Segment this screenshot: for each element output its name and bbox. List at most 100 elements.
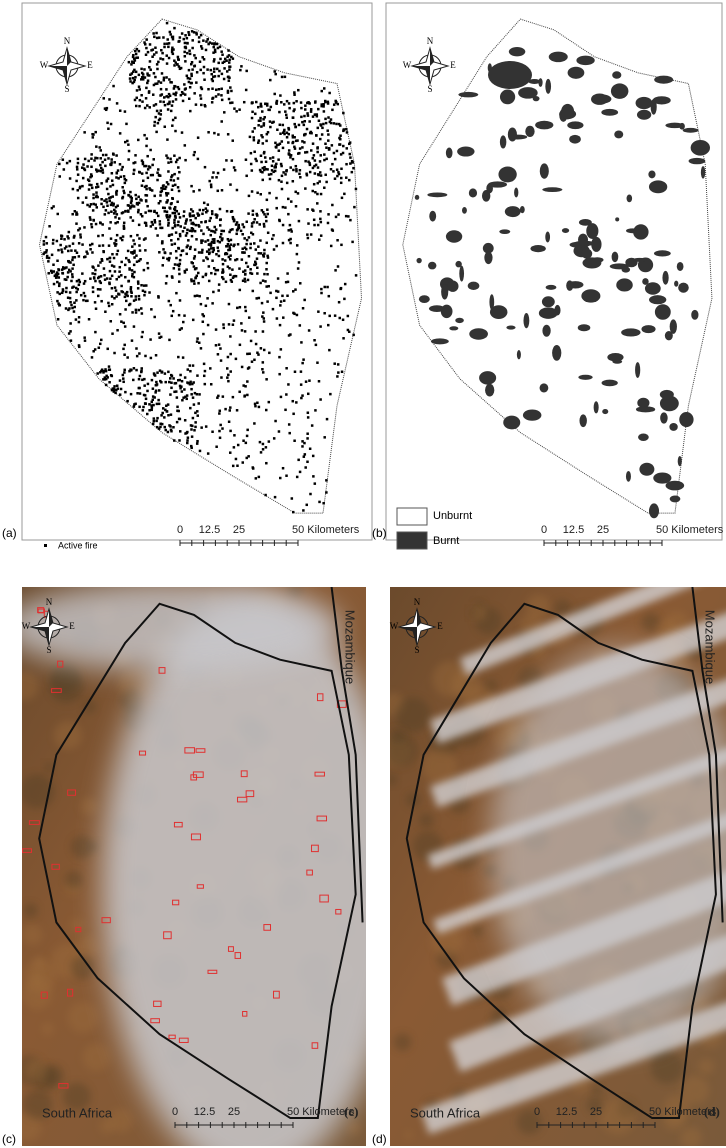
fire-dot bbox=[120, 285, 123, 288]
scale-label: 0 bbox=[541, 524, 547, 536]
burnt-patch bbox=[545, 231, 550, 242]
fire-dot bbox=[197, 136, 200, 139]
fire-dot bbox=[293, 439, 296, 442]
fire-dot bbox=[284, 173, 287, 176]
fire-dot bbox=[272, 308, 275, 311]
fire-dot bbox=[212, 291, 215, 294]
fire-dot bbox=[212, 80, 215, 83]
fire-dot bbox=[184, 270, 187, 273]
fire-dot bbox=[344, 283, 347, 286]
fire-dot bbox=[266, 208, 269, 211]
fire-dot bbox=[229, 406, 232, 409]
fire-dot bbox=[110, 204, 113, 207]
fire-dot bbox=[180, 254, 183, 257]
fire-dot bbox=[320, 193, 323, 196]
fire-dot bbox=[249, 136, 252, 139]
fire-dot bbox=[323, 87, 326, 90]
fire-dot bbox=[154, 221, 157, 224]
fire-dot bbox=[326, 286, 329, 289]
fire-dot bbox=[268, 352, 271, 355]
fire-dot bbox=[288, 107, 291, 110]
compass-n: N bbox=[64, 36, 71, 46]
burnt-patch bbox=[568, 67, 585, 79]
fire-dot bbox=[121, 212, 124, 215]
fire-dot bbox=[146, 390, 149, 393]
fire-dot bbox=[178, 40, 181, 43]
fire-dot bbox=[212, 230, 215, 233]
fire-dot bbox=[140, 284, 143, 287]
fire-dot bbox=[334, 158, 337, 161]
fire-dot bbox=[193, 151, 196, 154]
fire-dot bbox=[223, 168, 226, 171]
fire-dot bbox=[253, 242, 256, 245]
burnt-patch bbox=[612, 252, 619, 263]
fire-dot bbox=[250, 163, 253, 166]
fire-dot bbox=[193, 257, 196, 260]
fire-dot bbox=[224, 259, 227, 262]
fire-dot bbox=[59, 244, 62, 247]
fire-dot bbox=[131, 275, 134, 278]
compass-n: N bbox=[46, 597, 53, 607]
fire-dot bbox=[276, 317, 279, 320]
fire-dot bbox=[286, 116, 289, 119]
fire-dot bbox=[299, 324, 302, 327]
fire-dot bbox=[181, 250, 184, 253]
fire-dot bbox=[227, 238, 230, 241]
fire-dot bbox=[212, 76, 215, 79]
fire-dot bbox=[132, 173, 135, 176]
fire-dot bbox=[187, 77, 190, 80]
fire-dot bbox=[138, 244, 141, 247]
fire-dot bbox=[296, 139, 299, 142]
fire-dot bbox=[205, 49, 208, 52]
fire-dot bbox=[163, 79, 166, 82]
fire-dot bbox=[288, 334, 291, 337]
fire-dot bbox=[147, 74, 150, 77]
fire-dot bbox=[115, 278, 118, 281]
fire-dot bbox=[81, 243, 84, 246]
fire-dot bbox=[339, 317, 342, 320]
fire-dot bbox=[124, 325, 127, 328]
fire-dot bbox=[215, 214, 218, 217]
fire-dot bbox=[168, 57, 171, 60]
fire-dot bbox=[230, 279, 233, 282]
fire-dot bbox=[262, 371, 265, 374]
fire-dot bbox=[243, 101, 246, 104]
fire-dot bbox=[70, 249, 73, 252]
fire-dot bbox=[269, 292, 272, 295]
fire-dot bbox=[300, 116, 303, 119]
burnt-patch bbox=[591, 93, 608, 104]
fire-dot bbox=[269, 120, 272, 123]
burnt-patch bbox=[602, 380, 618, 387]
fire-dot bbox=[215, 445, 218, 448]
fire-dot bbox=[46, 255, 49, 258]
burnt-patch bbox=[677, 262, 684, 271]
fire-dot bbox=[257, 245, 260, 248]
fire-dot bbox=[92, 197, 95, 200]
fire-dot bbox=[323, 153, 326, 156]
fire-dot bbox=[87, 160, 90, 163]
fire-dot bbox=[338, 123, 341, 126]
fire-dot bbox=[165, 76, 168, 79]
fire-dot bbox=[300, 101, 303, 104]
fire-dot bbox=[259, 282, 262, 285]
fire-dot bbox=[147, 177, 150, 180]
fire-dot bbox=[65, 266, 68, 269]
fire-dot bbox=[163, 43, 166, 46]
fire-dot bbox=[130, 63, 133, 66]
fire-dot bbox=[219, 46, 222, 49]
fire-dot bbox=[175, 231, 178, 234]
fire-dot bbox=[122, 377, 125, 380]
fire-dot bbox=[163, 426, 166, 429]
fire-dot bbox=[235, 358, 238, 361]
fire-dot bbox=[119, 132, 122, 135]
fire-dot bbox=[159, 174, 162, 177]
fire-dot bbox=[219, 224, 222, 227]
fire-dot bbox=[111, 295, 114, 298]
fire-dot bbox=[220, 233, 223, 236]
fire-dot bbox=[164, 251, 167, 254]
fire-dot bbox=[173, 59, 176, 62]
fire-dot bbox=[297, 192, 300, 195]
fire-dot bbox=[281, 76, 284, 79]
fire-dot bbox=[245, 442, 248, 445]
fire-dot bbox=[238, 267, 241, 270]
